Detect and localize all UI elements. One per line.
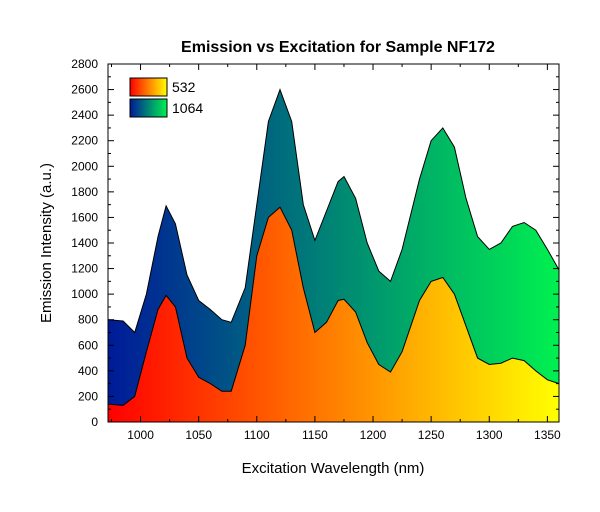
y-tick-label: 1200 bbox=[71, 262, 98, 276]
x-tick-label: 1200 bbox=[360, 428, 387, 442]
x-tick-label: 1300 bbox=[476, 428, 503, 442]
x-tick-label: 1000 bbox=[127, 428, 154, 442]
plot-areas bbox=[108, 88, 559, 422]
y-tick-label: 2000 bbox=[71, 159, 98, 173]
y-tick-label: 600 bbox=[78, 338, 98, 352]
y-tick-label: 2800 bbox=[71, 57, 98, 71]
y-tick-label: 400 bbox=[78, 364, 98, 378]
legend-swatch-1064 bbox=[129, 98, 168, 118]
y-tick-label: 0 bbox=[91, 415, 98, 429]
y-tick-label: 2600 bbox=[71, 83, 98, 97]
line-series-532 bbox=[108, 206, 559, 406]
y-tick-label: 800 bbox=[78, 313, 98, 327]
y-axis-label: Emission Intensity (a.u.) bbox=[38, 163, 55, 323]
y-tick-label: 1000 bbox=[71, 287, 98, 301]
x-tick-label: 1050 bbox=[185, 428, 212, 442]
y-axis: 0 200 400 600 800 1000 1200 1400 1600 1800 2000 220… bbox=[71, 57, 559, 429]
y-tick-label: 1400 bbox=[71, 236, 98, 250]
x-tick-label: 1100 bbox=[244, 428, 270, 442]
y-tick-label: 2200 bbox=[71, 134, 98, 148]
legend: 532 1064 bbox=[129, 77, 203, 118]
y-tick-label: 200 bbox=[78, 389, 98, 403]
y-tick-label: 1600 bbox=[71, 210, 98, 224]
legend-label-532: 532 bbox=[172, 79, 196, 95]
area-series-532 bbox=[108, 207, 559, 422]
x-tick-label: 1150 bbox=[302, 428, 328, 442]
x-tick-label: 1350 bbox=[534, 428, 561, 442]
y-tick-label: 1800 bbox=[71, 185, 98, 199]
chart-title: Emission vs Excitation for Sample NF172 bbox=[181, 39, 495, 56]
x-axis-label: Excitation Wavelength (nm) bbox=[242, 460, 425, 477]
legend-label-1064: 1064 bbox=[172, 100, 203, 116]
x-axis: 1000 1050 1100 1150 1200 1250 1300 1350 bbox=[110, 64, 561, 442]
y-tick-label: 2400 bbox=[71, 108, 98, 122]
line-series-1064 bbox=[108, 88, 559, 334]
legend-swatch-532 bbox=[129, 77, 168, 97]
x-tick-label: 1250 bbox=[418, 428, 445, 442]
